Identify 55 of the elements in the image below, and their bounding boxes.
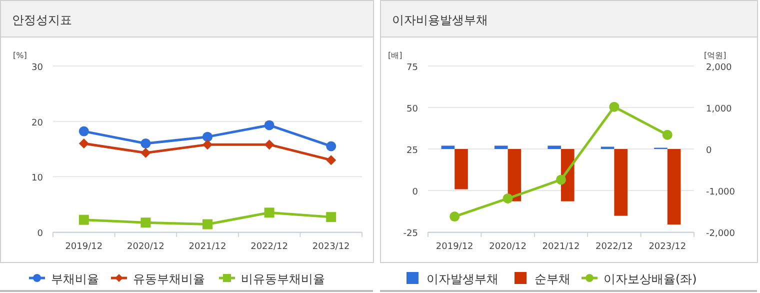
y-tick-label: 0 — [37, 229, 44, 239]
x-tick-label: 2022/12 — [596, 242, 633, 252]
legend-label: 부채비율 — [51, 272, 99, 286]
y-tick-label: -25 — [403, 229, 418, 239]
point — [78, 138, 89, 148]
y2-tick-label: 0 — [706, 146, 712, 156]
legend-label: 이자보상배율(좌) — [604, 272, 697, 286]
y2-tick-label: -1,000 — [706, 188, 736, 198]
point — [140, 148, 151, 158]
y2-tick-label: 2,000 — [706, 63, 732, 73]
legend-label: 유동부채비율 — [133, 272, 205, 286]
legend-label: 비유동부채비율 — [241, 272, 325, 286]
y2-axis-title: [억원] — [704, 51, 726, 60]
point — [78, 126, 89, 136]
y-tick-label: 75 — [406, 63, 418, 73]
point — [326, 212, 336, 222]
point — [609, 102, 620, 112]
x-tick-label: 2020/12 — [489, 242, 526, 252]
point — [140, 138, 151, 148]
y2-tick-label: 1,000 — [706, 104, 732, 114]
point — [202, 132, 212, 142]
y-tick-label: 10 — [32, 174, 44, 184]
x-tick-label: 2023/12 — [648, 242, 686, 252]
point — [556, 174, 566, 185]
point — [140, 218, 151, 228]
y-tick-label: 30 — [32, 63, 44, 73]
point — [450, 212, 460, 222]
point — [202, 219, 212, 230]
x-tick-label: 2019/12 — [436, 242, 474, 252]
x-tick-label: 2020/12 — [127, 242, 164, 252]
y2-tick-label: -2,000 — [706, 229, 736, 239]
chart-title: 안정성지표 — [12, 13, 72, 27]
point — [326, 155, 336, 166]
y-tick-label: 0 — [412, 188, 418, 198]
y-axis-title: [배] — [388, 51, 402, 60]
x-tick-label: 2022/12 — [250, 242, 288, 252]
legend-label: 이자발생부채 — [426, 272, 498, 286]
x-tick-label: 2019/12 — [65, 242, 103, 252]
point — [202, 140, 212, 150]
legend-label: 순부채 — [534, 272, 570, 286]
y-tick-label: 50 — [406, 104, 418, 114]
point — [662, 130, 672, 140]
x-tick-label: 2021/12 — [542, 242, 580, 252]
chart-title: 이자비용발생부채 — [392, 13, 488, 27]
point — [264, 140, 274, 150]
x-tick-label: 2023/12 — [312, 242, 350, 252]
point — [78, 214, 89, 225]
y-tick-label: 25 — [406, 146, 418, 156]
point — [502, 193, 513, 204]
point — [326, 141, 336, 152]
y-axis-title: [%] — [13, 51, 27, 60]
x-tick-label: 2021/12 — [188, 242, 226, 252]
point — [264, 120, 274, 130]
y-tick-label: 20 — [32, 118, 44, 128]
point — [264, 208, 274, 218]
